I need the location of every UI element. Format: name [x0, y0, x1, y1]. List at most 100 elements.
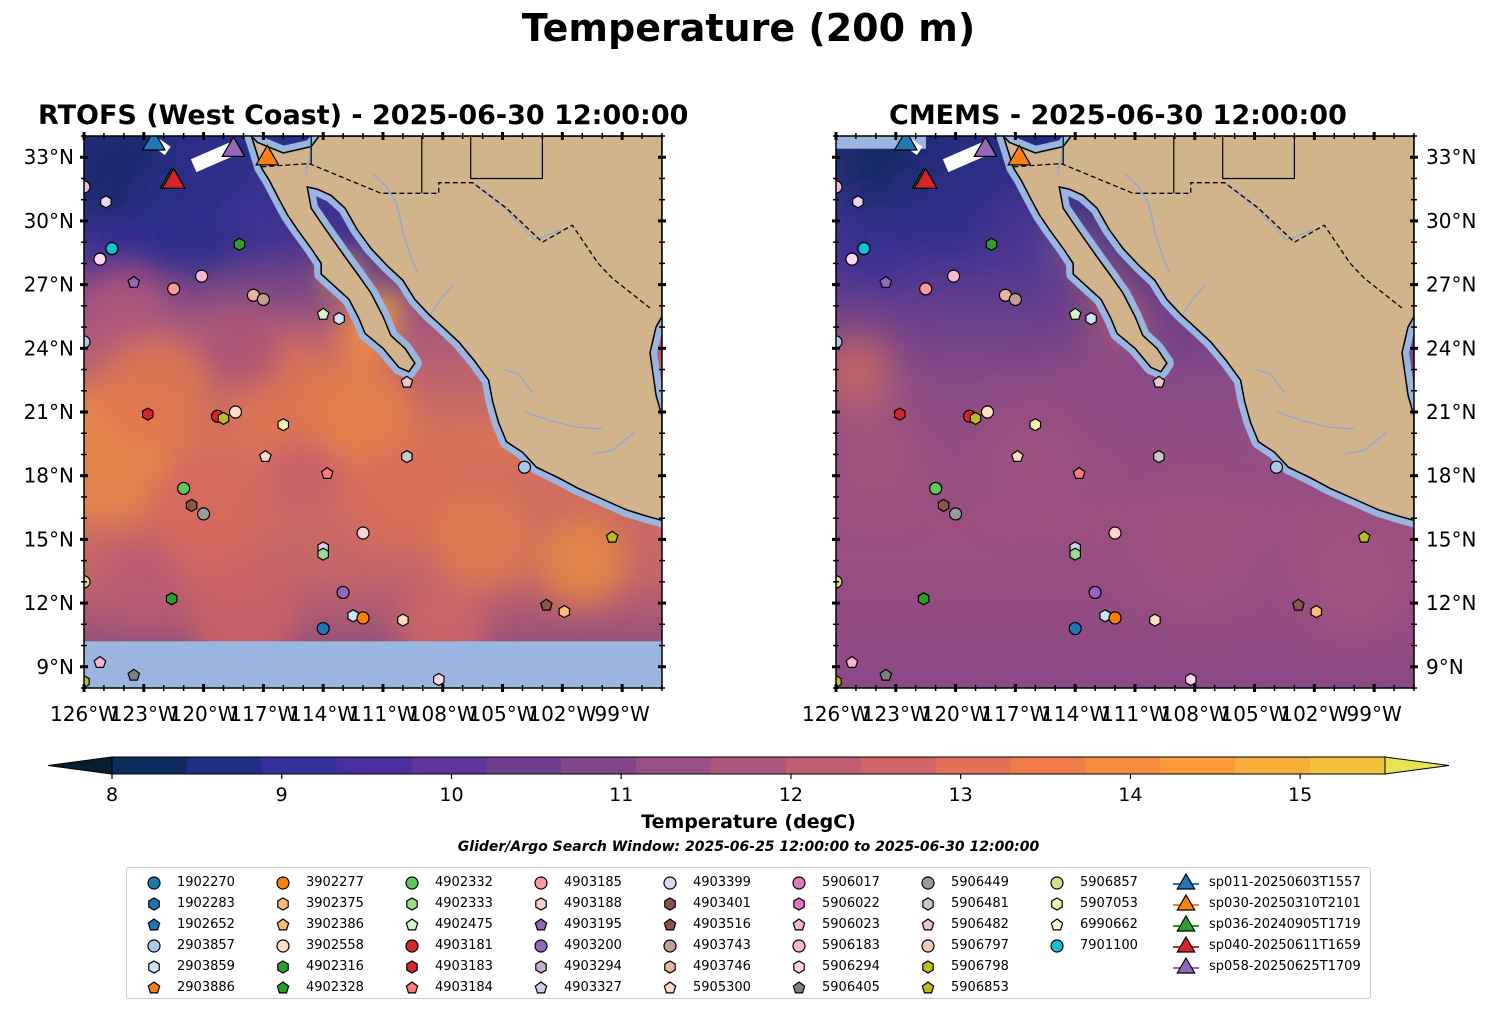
- lat-label: 24°N: [24, 336, 74, 360]
- float-marker: [917, 592, 930, 606]
- legend-item: 4903746: [655, 956, 784, 977]
- legend-label: 4903200: [564, 938, 622, 953]
- float-marker: [1357, 530, 1371, 543]
- legend-marker: [1176, 935, 1196, 953]
- lon-label: 117°W: [229, 702, 297, 726]
- legend-item: 4903183: [397, 956, 526, 977]
- legend-label: 5907053: [1080, 896, 1138, 911]
- legend-item: 3902375: [268, 893, 397, 914]
- legend-marker: [664, 959, 676, 974]
- legend-label: 5906294: [822, 959, 880, 974]
- legend-label: 4903743: [693, 938, 751, 953]
- river: [1276, 411, 1355, 430]
- legend-label: 3902375: [306, 896, 364, 911]
- lon-label: 123°W: [862, 702, 930, 726]
- float-marker: [1068, 307, 1082, 320]
- lon-label: 126°W: [802, 702, 870, 726]
- legend-label: 4903184: [435, 980, 493, 995]
- legend-item: 5906022: [784, 893, 913, 914]
- float-marker: [177, 481, 191, 496]
- state-border: [470, 136, 543, 180]
- lon-label: 108°W: [1161, 702, 1229, 726]
- float-marker: [1108, 526, 1122, 540]
- lat-label: 15°N: [24, 527, 74, 551]
- colorbar-segment: [1010, 757, 1087, 774]
- legend-item-glider: sp011-20250603T1557: [1171, 872, 1371, 893]
- legend-item: 5906482: [913, 914, 1042, 935]
- lat-label: 12°N: [24, 591, 74, 615]
- legend-marker-icon: [147, 980, 161, 993]
- float-marker: [845, 655, 859, 669]
- legend-label: 3902277: [306, 875, 364, 890]
- legend-marker: [921, 917, 935, 930]
- legend-marker: [277, 959, 289, 974]
- colorbar-tick-label: 9: [276, 784, 288, 802]
- legend-item: 4902316: [268, 956, 397, 977]
- legend-marker-icon: [276, 917, 290, 930]
- legend-label: 5906798: [951, 959, 1009, 974]
- legend-marker: [663, 980, 677, 993]
- colorbar-extend-low: [47, 756, 113, 775]
- legend-label: 5906023: [822, 917, 880, 932]
- float-marker: [127, 668, 141, 681]
- legend-item: 5906023: [784, 914, 913, 935]
- float-marker: [948, 507, 963, 521]
- legend-item: 5907053: [1042, 893, 1171, 914]
- float-marker: [333, 311, 345, 326]
- legend-label: 4902332: [435, 875, 493, 890]
- legend-marker-icon: [792, 917, 806, 930]
- lon-label: 111°W: [1101, 702, 1169, 726]
- float-marker: [228, 405, 243, 419]
- float-marker: [93, 252, 107, 266]
- legend-marker-icon: [277, 896, 289, 911]
- legend-marker: [663, 917, 677, 930]
- legend-glider-icon: [1173, 914, 1199, 932]
- legend-item: 4903516: [655, 914, 784, 935]
- lon-label: 99°W: [595, 702, 650, 726]
- legend-label: 6990662: [1080, 917, 1138, 932]
- float-marker: [1153, 449, 1165, 464]
- legend-marker: [148, 896, 160, 911]
- legend-marker: [921, 938, 935, 953]
- legend-item: 4903195: [526, 914, 655, 935]
- legend-label: 4902328: [306, 980, 364, 995]
- glider-marker: [161, 167, 186, 189]
- legend-label: sp040-20250611T1659: [1209, 938, 1361, 953]
- legend-marker: [534, 938, 548, 953]
- colorbar-segment: [636, 757, 712, 774]
- legend-label: sp030-20250310T2101: [1209, 896, 1361, 911]
- float-marker: [336, 585, 350, 600]
- legend-item: 2903859: [139, 956, 268, 977]
- lat-label: 24°N: [1426, 336, 1476, 360]
- legend-label: 4903294: [564, 959, 622, 974]
- lon-label: 120°W: [922, 702, 990, 726]
- lat-label: 33°N: [1426, 145, 1476, 169]
- legend-marker-icon: [921, 875, 935, 890]
- float-marker: [946, 269, 961, 283]
- lon-label: 99°W: [1347, 702, 1402, 726]
- legend-marker: [147, 917, 161, 930]
- legend-item-glider: sp040-20250611T1659: [1171, 935, 1371, 956]
- legend-item: 2903886: [139, 977, 268, 998]
- legend-marker-icon: [406, 896, 418, 911]
- legend-marker-icon: [405, 875, 419, 890]
- legend-item: 1902652: [139, 914, 268, 935]
- float-marker: [893, 407, 906, 421]
- legend-marker-icon: [406, 959, 418, 974]
- colorbar-tick-label: 10: [439, 784, 463, 802]
- legend-marker-icon: [921, 980, 935, 993]
- float-marker: [605, 530, 619, 543]
- legend-item: 4903401: [655, 893, 784, 914]
- legend-label: 3902386: [306, 917, 364, 932]
- colorbar: 8 9 10 11 12 13 14 15: [47, 756, 1450, 802]
- float-marker: [1069, 547, 1082, 561]
- legend-label: 5906482: [951, 917, 1009, 932]
- search-window-caption: Glider/Argo Search Window: 2025-06-25 12…: [457, 839, 1040, 855]
- float-marker: [347, 609, 359, 623]
- legend-marker: [277, 896, 289, 911]
- legend-item: 5906853: [913, 977, 1042, 998]
- float-marker: [401, 449, 413, 464]
- lat-label: 18°N: [1426, 464, 1476, 488]
- float-marker: [185, 498, 198, 513]
- legend-marker-icon: [664, 896, 676, 911]
